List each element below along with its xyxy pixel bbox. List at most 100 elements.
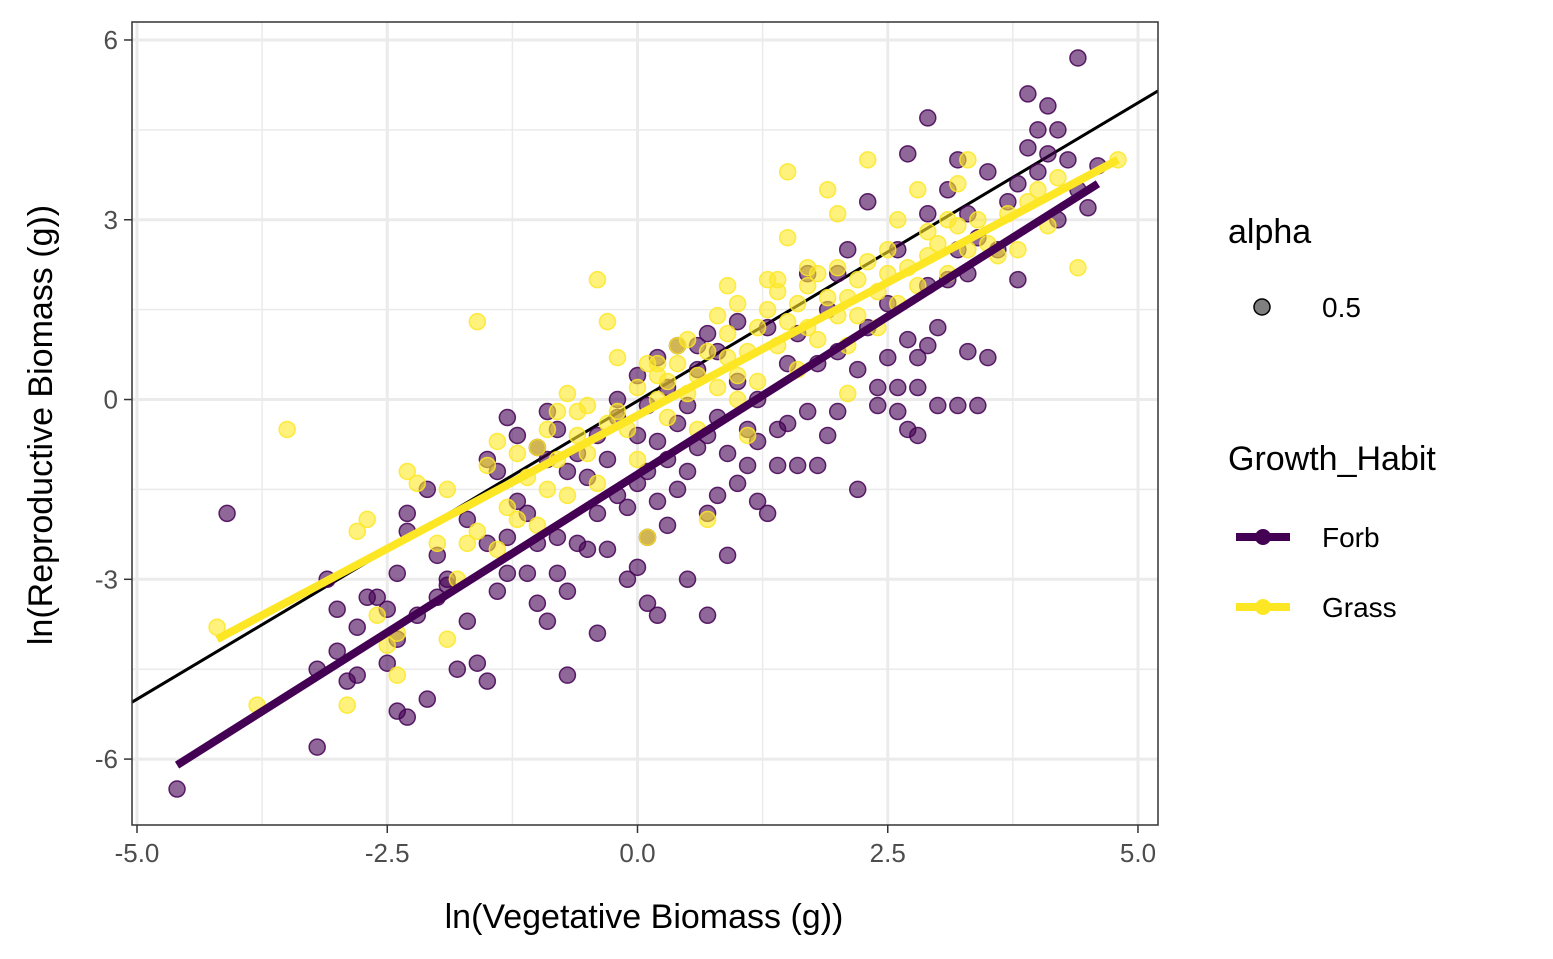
point-forb <box>1069 49 1087 67</box>
point-forb <box>818 426 837 445</box>
point-grass <box>748 372 767 391</box>
point-forb <box>1019 85 1037 103</box>
point-forb <box>919 205 937 223</box>
point-forb <box>498 528 517 547</box>
point-grass <box>818 181 837 199</box>
grid-major <box>132 22 1158 825</box>
point-grass <box>828 205 847 223</box>
point-forb <box>909 378 927 397</box>
point-grass <box>718 276 737 295</box>
point-forb <box>378 654 396 672</box>
point-forb <box>628 558 647 577</box>
x-axis: -5.0 -2.5 0.0 2.5 5.0 <box>115 825 1156 868</box>
point-grass <box>798 276 817 295</box>
y-tick-label: 3 <box>104 205 118 235</box>
point-forb <box>979 348 997 367</box>
point-grass <box>358 510 376 529</box>
point-forb <box>618 570 637 589</box>
point-forb <box>909 348 927 367</box>
point-forb <box>328 642 346 660</box>
point-grass <box>949 175 967 193</box>
point-grass <box>1049 169 1067 187</box>
point-grass <box>728 294 747 313</box>
point-forb <box>848 360 867 379</box>
point-forb <box>528 594 547 613</box>
point-forb <box>388 564 407 583</box>
point-grass <box>438 480 457 499</box>
point-forb <box>648 606 667 625</box>
point-forb <box>979 163 997 181</box>
legend: alpha 0.5 Growth_Habit Forb Grass <box>1228 213 1436 623</box>
y-tick-label: 0 <box>104 385 118 415</box>
legend-key-alpha <box>1253 298 1271 316</box>
point-forb <box>458 612 477 631</box>
point-grass <box>648 354 667 373</box>
point-grass <box>858 252 877 271</box>
point-grass <box>658 408 677 427</box>
legend-label-grass: Grass <box>1322 592 1397 623</box>
point-forb <box>598 540 617 559</box>
point-forb <box>558 462 577 481</box>
point-grass <box>458 534 477 553</box>
point-forb <box>458 510 477 529</box>
point-forb <box>1009 270 1027 289</box>
point-forb <box>648 492 667 511</box>
y-tick-label: 6 <box>104 25 118 55</box>
point-grass <box>1069 258 1087 277</box>
point-forb <box>828 402 847 421</box>
point-grass <box>708 306 727 325</box>
point-grass <box>748 318 767 337</box>
point-forb <box>838 240 857 259</box>
point-forb <box>488 582 507 601</box>
point-forb <box>788 456 807 475</box>
point-grass <box>608 348 627 367</box>
point-forb <box>888 378 907 397</box>
point-grass <box>348 522 366 541</box>
x-tick-label: 2.5 <box>870 838 906 868</box>
point-forb <box>798 402 817 421</box>
point-forb <box>668 480 687 499</box>
x-tick-label: -5.0 <box>115 838 160 868</box>
point-grass <box>628 450 647 469</box>
y-axis: -6 -3 0 3 6 <box>95 25 132 774</box>
point-forb <box>678 462 697 481</box>
fit-line-layer <box>174 156 1120 769</box>
x-axis-title: ln(Vegetative Biomass (g)) <box>445 898 844 936</box>
point-grass <box>888 211 907 229</box>
point-forb <box>848 480 867 499</box>
point-forb <box>899 330 917 349</box>
point-forb <box>518 564 537 583</box>
legend-title-growth-habit: Growth_Habit <box>1228 440 1436 478</box>
point-forb <box>1039 97 1057 115</box>
point-grass <box>969 211 987 229</box>
point-forb <box>548 564 567 583</box>
point-grass <box>798 258 817 277</box>
point-grass <box>758 300 777 319</box>
point-forb <box>558 582 577 601</box>
point-forb <box>738 456 757 475</box>
reference-line-layer <box>132 89 1158 704</box>
point-forb <box>959 342 977 361</box>
y-axis-title: ln(Reproductive Biomass (g)) <box>22 205 60 645</box>
point-forb <box>929 396 947 415</box>
point-forb <box>1019 139 1037 157</box>
point-forb <box>588 504 607 523</box>
legend-label-forb: Forb <box>1322 522 1380 553</box>
point-grass <box>398 462 417 481</box>
point-grass <box>368 606 386 625</box>
point-forb <box>969 396 987 415</box>
point-forb <box>728 312 747 331</box>
point-forb <box>698 606 717 625</box>
y-tick-label: -6 <box>95 744 118 774</box>
point-grass <box>939 211 957 229</box>
point-grass <box>468 312 487 331</box>
point-grass <box>828 258 847 277</box>
point-forb <box>768 456 787 475</box>
point-forb <box>868 396 887 415</box>
point-grass <box>628 378 647 397</box>
point-forb <box>949 396 967 415</box>
point-forb <box>919 336 937 355</box>
legend-key-forb-dot <box>1255 529 1271 545</box>
point-grass <box>498 498 517 517</box>
point-forb <box>1029 163 1047 181</box>
